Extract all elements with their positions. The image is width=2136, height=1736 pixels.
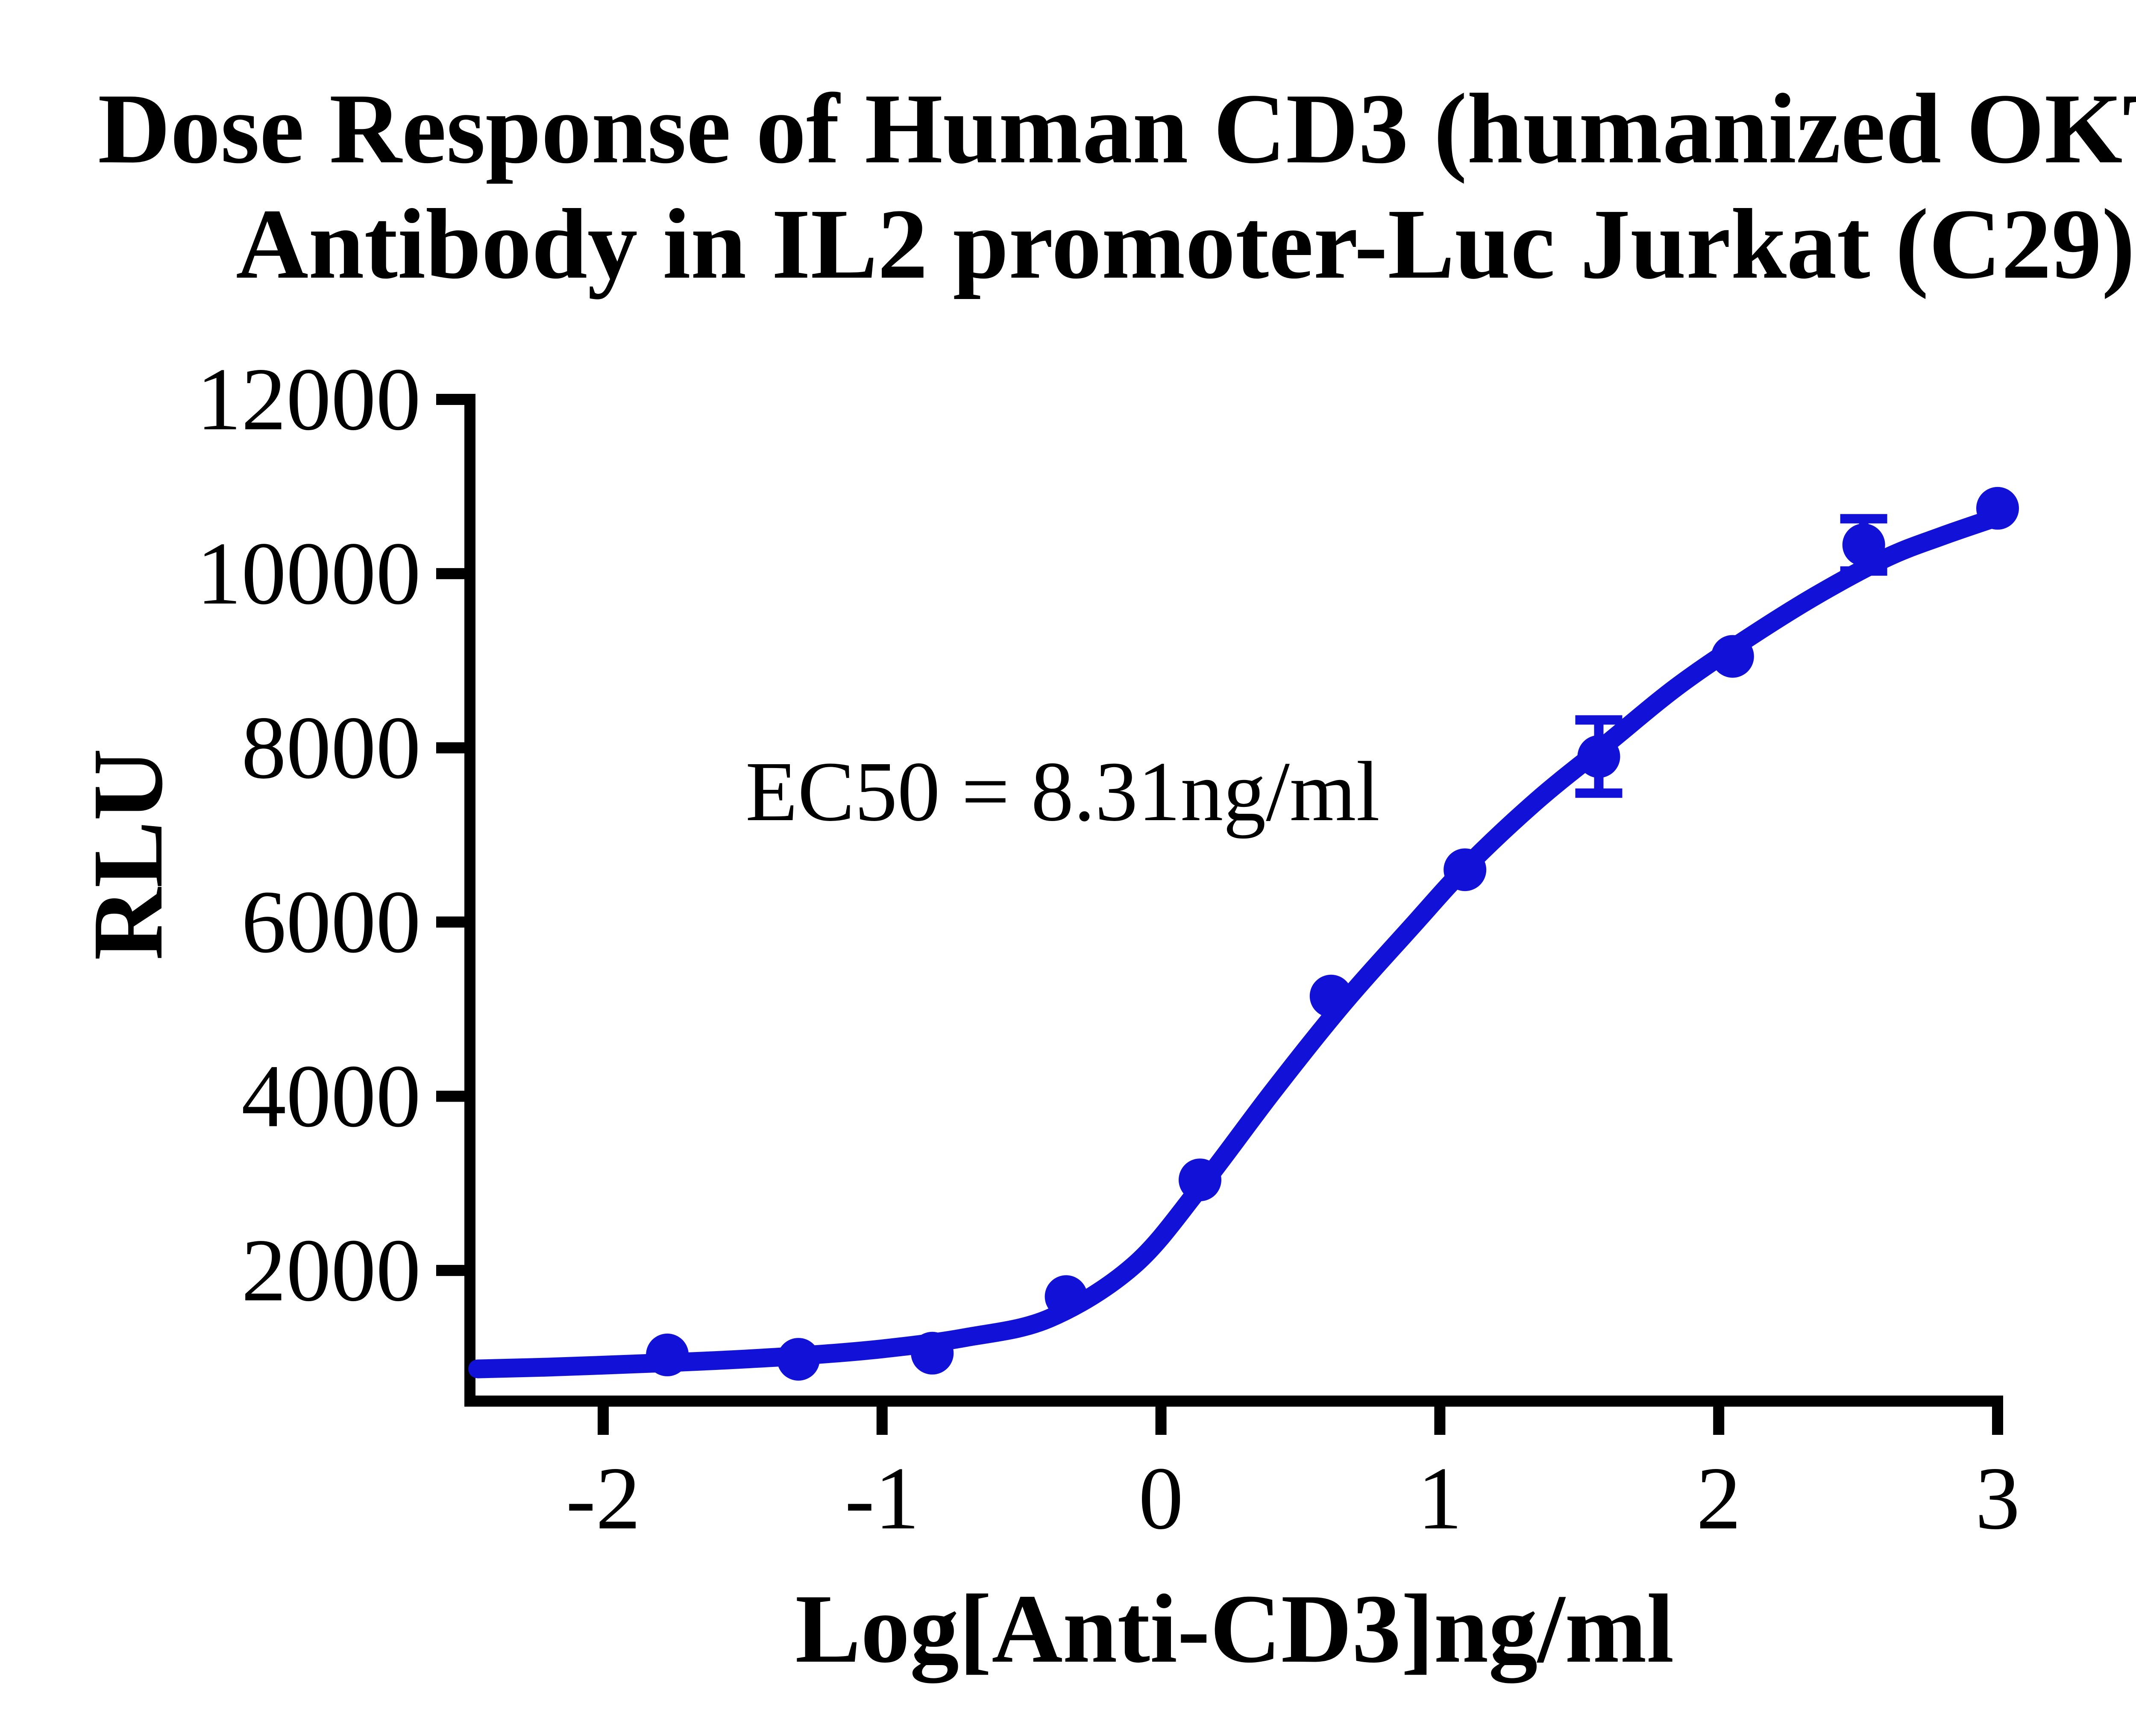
data-point bbox=[1309, 974, 1353, 1018]
data-point bbox=[1976, 487, 2019, 530]
chart-title: Dose Response of Human CD3 (humanized OK… bbox=[98, 73, 2136, 299]
y-tick-label: 8000 bbox=[241, 698, 421, 798]
fit-curve bbox=[468, 507, 2007, 1378]
data-point bbox=[1045, 1275, 1088, 1318]
y-tick-label: 6000 bbox=[241, 872, 421, 971]
ec50-annotation: EC50 = 8.31ng/ml bbox=[745, 745, 1380, 839]
data-point bbox=[1179, 1158, 1221, 1202]
x-tick-label: -1 bbox=[845, 1449, 919, 1548]
x-tick-label: -2 bbox=[566, 1449, 641, 1548]
chart-title-line2: Antibody in IL2 promoter-Luc Jurkat (C29… bbox=[236, 188, 2135, 299]
x-axis: -2 -1 0 1 2 3 bbox=[464, 1396, 2020, 1548]
y-axis-title-text: RLU bbox=[72, 748, 183, 960]
x-tick-label: 1 bbox=[1417, 1449, 1462, 1548]
x-tick-label: 3 bbox=[1975, 1449, 2020, 1548]
y-tick-label: 12000 bbox=[197, 350, 421, 449]
y-tick-label: 2000 bbox=[241, 1221, 421, 1320]
y-tick-label: 4000 bbox=[241, 1047, 421, 1146]
data-point bbox=[777, 1338, 820, 1381]
data-point bbox=[1842, 523, 1885, 566]
data-point bbox=[1577, 735, 1620, 778]
data-point bbox=[646, 1333, 689, 1376]
x-tick-label: 0 bbox=[1138, 1449, 1183, 1548]
data-point bbox=[1711, 635, 1754, 678]
y-axis: 2000 4000 6000 8000 10000 12000 bbox=[197, 350, 475, 1407]
x-tick-label: 2 bbox=[1696, 1449, 1741, 1548]
chart-title-line1: Dose Response of Human CD3 (humanized OK… bbox=[98, 73, 2136, 184]
x-axis-title: Log[Anti-CD3]ng/ml bbox=[795, 1574, 1674, 1683]
data-point bbox=[911, 1331, 954, 1375]
data-series bbox=[468, 487, 2019, 1381]
y-tick-label: 10000 bbox=[197, 524, 421, 623]
data-point bbox=[1444, 848, 1487, 891]
y-axis-title: RLU bbox=[72, 748, 183, 960]
